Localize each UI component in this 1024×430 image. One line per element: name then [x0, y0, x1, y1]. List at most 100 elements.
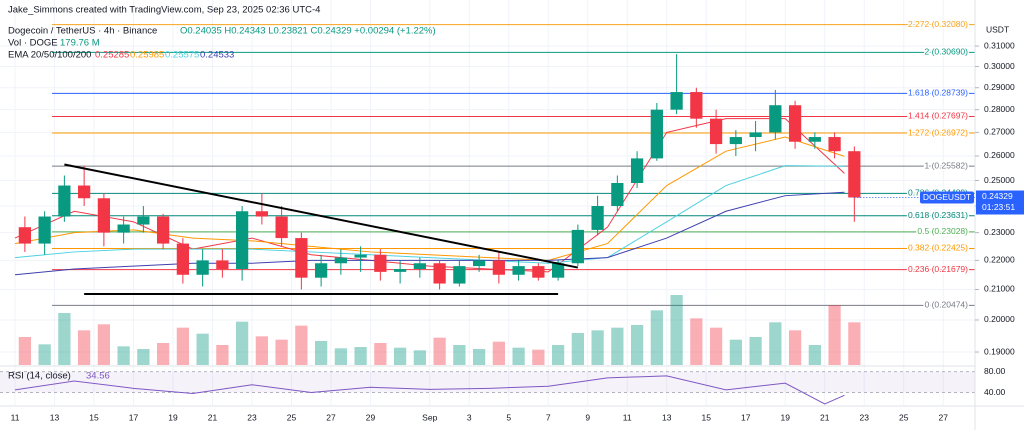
candle-body [472, 260, 486, 267]
x-tick-label: 19 [780, 412, 790, 422]
fib-label: 0.5 (0.23028) [917, 226, 968, 236]
fib-label: 1.272 (0.26972) [908, 127, 968, 137]
candle-body [393, 268, 407, 272]
fib-label: 0.236 (0.21679) [908, 264, 968, 274]
volume-bar [216, 345, 229, 365]
y-tick-label: 0.29000 [984, 82, 1015, 92]
volume-bar [393, 347, 407, 365]
volume-bar [157, 343, 170, 365]
candle-body [78, 185, 91, 199]
rsi-tick-label: 80.00 [984, 366, 1006, 376]
candle-body [690, 92, 703, 119]
candle-body [334, 257, 347, 264]
fib-label: 2.272 (0.32080) [908, 19, 968, 29]
symbol: Dogecoin / TetherUS · 4h · Binance [8, 26, 157, 37]
candle-body [828, 137, 841, 152]
volume-bar [255, 336, 268, 365]
volume-bar [788, 330, 802, 365]
candle-body [532, 266, 545, 278]
x-tick-label: 25 [287, 412, 297, 422]
candle-body [235, 211, 249, 269]
candle-body [611, 183, 624, 207]
candle-body [295, 238, 308, 278]
volume-bar [196, 333, 209, 365]
candle-body [591, 206, 604, 230]
candle-body [413, 263, 426, 269]
fib-label: 0.382 (0.22425) [908, 243, 968, 253]
volume-bar [571, 333, 584, 365]
candle-body [709, 118, 723, 145]
volume-bar [433, 337, 446, 365]
candle-body [176, 243, 189, 275]
fib-label: 1.618 (0.28739) [908, 88, 968, 98]
volume-bar [729, 339, 742, 365]
candle-body [97, 198, 111, 233]
candle-body [729, 137, 742, 145]
volume-bar [78, 330, 91, 365]
x-tick-label: 17 [741, 412, 751, 422]
candle-body [354, 254, 367, 258]
volume-bar [97, 324, 111, 365]
y-tick-label: 0.27000 [984, 127, 1015, 137]
volume [18, 295, 861, 365]
candle-body [58, 185, 71, 217]
x-tick-label: 19 [168, 412, 178, 422]
trendlines [64, 163, 579, 295]
volume-bar [275, 339, 288, 365]
volume-value: 179.76 M [60, 38, 100, 49]
x-tick-label: 11 [11, 412, 20, 422]
rsi-pane: RSI (14, close) 34.56 [0, 371, 975, 405]
volume-bar [472, 349, 486, 365]
countdown: 01:23:51 [982, 202, 1015, 212]
candles [18, 54, 861, 290]
volume-title: Vol · DOGE [8, 38, 58, 49]
y-tick-label: 0.22000 [984, 255, 1015, 265]
volume-bar [413, 350, 426, 365]
candle-body [157, 216, 170, 244]
symbol-tag-box [920, 191, 974, 204]
candle-body [749, 132, 762, 138]
x-tick-label: 13 [50, 412, 60, 422]
volume-bar [848, 322, 861, 365]
x-tick-label: 15 [89, 412, 99, 422]
candle-body [433, 263, 446, 284]
candle-body [848, 151, 861, 198]
fib-label: 2 (0.30690) [925, 47, 969, 57]
volume-bar [670, 295, 683, 365]
y-tick-label: 0.28000 [984, 104, 1015, 114]
ema-line [14, 118, 845, 273]
x-tick-label: 27 [326, 412, 336, 422]
volume-bar [828, 305, 841, 365]
volume-bar [295, 325, 308, 365]
x-tick-label: 17 [129, 412, 139, 422]
ema-line [14, 165, 845, 264]
x-tick-label: 15 [701, 412, 711, 422]
x-tick-label: 29 [366, 412, 376, 422]
rsi-line [14, 375, 845, 405]
ema-line [14, 136, 845, 261]
rsi-title: RSI (14, close) [8, 371, 71, 382]
volume-bar [374, 343, 387, 365]
volume-bar [532, 349, 545, 365]
y-tick-label: 0.23000 [984, 227, 1015, 237]
candle-body [18, 227, 32, 244]
rsi-band [0, 371, 975, 393]
candle-body [255, 211, 268, 217]
currency: USDT [986, 24, 1009, 34]
candle-body [374, 254, 387, 272]
price-tag-box [976, 190, 1024, 215]
volume-bar [492, 341, 505, 365]
volume-bar [611, 327, 624, 365]
volume-bar [690, 318, 703, 365]
candle-body [137, 216, 150, 225]
volume-bar [117, 346, 130, 365]
y-tick-label: 0.19000 [984, 346, 1015, 356]
volume-bar [137, 349, 150, 365]
volume-bar [314, 341, 328, 365]
trendline [64, 163, 579, 269]
ema-lines [14, 118, 845, 276]
ema-line [14, 191, 845, 276]
volume-bar [551, 345, 565, 365]
ema-value: 0.24533 [200, 50, 234, 61]
